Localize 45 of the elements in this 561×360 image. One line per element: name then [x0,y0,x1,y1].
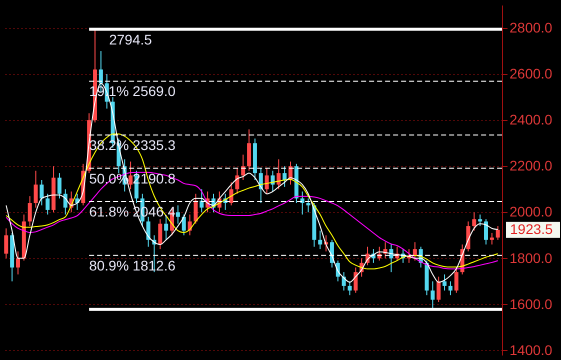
candlestick [57,172,62,199]
y-tick-label: 2200.0 [510,158,553,174]
candlestick [247,128,252,172]
candlestick [264,168,269,194]
y-tick-label: 1400.0 [510,342,553,358]
candlestick [454,267,458,294]
candlestick [4,228,8,259]
candlestick [490,232,494,245]
y-tick-label: 2000.0 [510,204,553,220]
candlestick [194,193,198,224]
candlestick [40,180,44,206]
y-tick-label: 1600.0 [510,296,553,312]
candlestick [354,267,358,294]
candlestick [164,216,168,240]
candlestick [348,280,352,296]
text: 1923.5 [510,220,554,237]
candlestick [158,218,162,250]
candlestick [430,280,435,310]
candlestick [318,230,322,250]
candlestick [200,188,204,213]
candlestick [229,182,234,206]
candlestick [46,193,50,216]
candlestick [496,226,500,240]
candlestick [478,214,482,227]
candlestick [484,218,488,245]
candlestick [472,212,476,232]
candlestick [306,198,310,213]
candlestick [282,166,287,188]
candlestick [389,244,394,273]
candlestick [276,158,281,190]
candlestick [436,276,441,303]
y-tick-label: 2600.0 [510,66,553,82]
candlestick [442,274,447,292]
candlestick [28,196,32,227]
candlestick [182,214,186,236]
candlestick [448,280,452,296]
y-tick-label: 2400.0 [510,112,553,128]
ref-line-label: 2794.5 [109,31,152,48]
candlestick [146,216,150,248]
y-tick-label: 1800.0 [510,250,553,266]
y-tick-label: 2800.0 [510,20,553,36]
candlestick [241,154,246,180]
candlestick [176,204,180,224]
candlestick [16,250,20,275]
candlestick [34,170,38,208]
